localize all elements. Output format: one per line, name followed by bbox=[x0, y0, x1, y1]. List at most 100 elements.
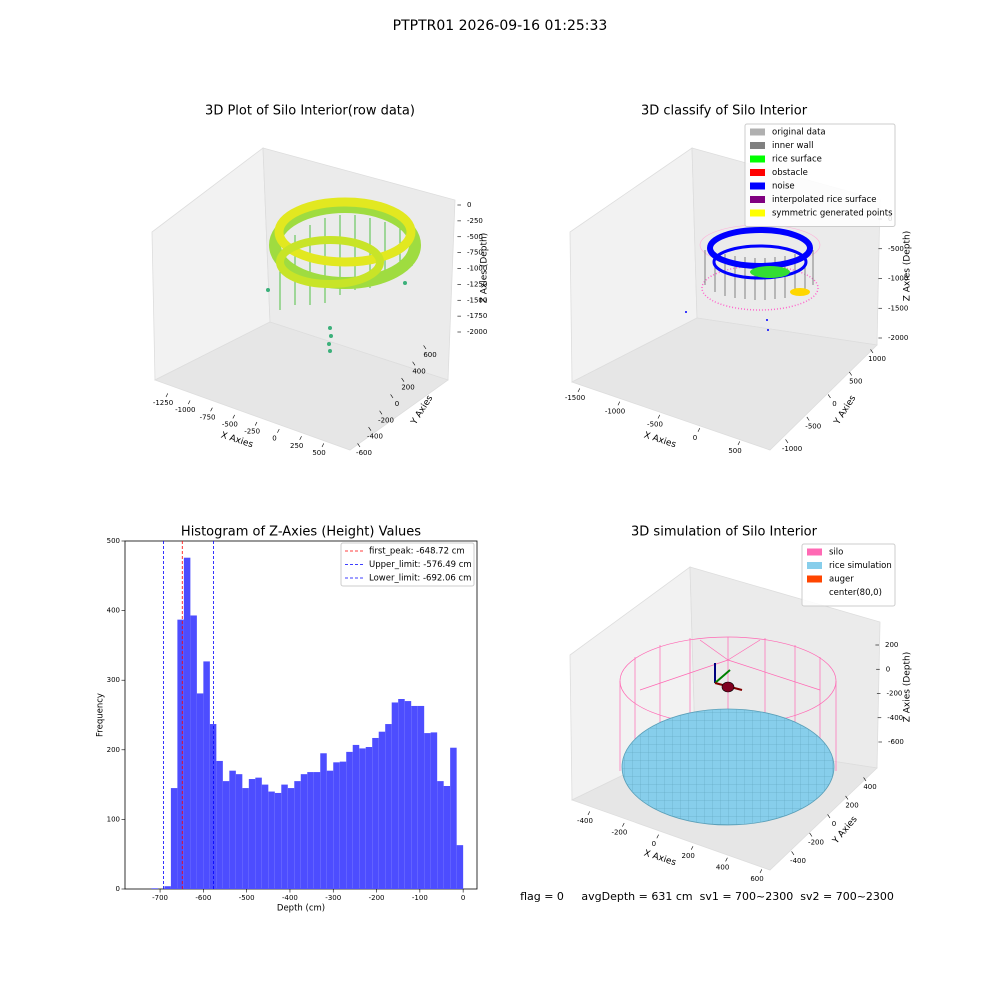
legend-swatch bbox=[750, 182, 765, 190]
y-tick bbox=[827, 394, 831, 399]
x-tick bbox=[737, 441, 741, 446]
y-tick-label: 400 bbox=[107, 607, 120, 615]
bar bbox=[183, 557, 191, 889]
y-tick bbox=[863, 777, 867, 782]
y-tick-label: -600 bbox=[356, 449, 372, 457]
bar bbox=[274, 792, 282, 889]
y-tick-label: 200 bbox=[401, 384, 414, 392]
x-tick bbox=[254, 421, 258, 426]
x-tick bbox=[697, 428, 701, 432]
bar bbox=[313, 772, 321, 889]
axis-label: X Axies bbox=[642, 849, 677, 869]
legend-swatch bbox=[807, 575, 822, 583]
bar bbox=[307, 772, 314, 889]
y-tick bbox=[368, 426, 372, 431]
x-tick bbox=[232, 414, 235, 419]
x-tick bbox=[299, 436, 302, 440]
bar bbox=[430, 732, 438, 889]
y-tick-label: -500 bbox=[805, 423, 821, 431]
legend-label: Upper_limit: -576.49 cm bbox=[369, 560, 472, 570]
y-tick-label: 0 bbox=[116, 885, 120, 893]
y-tick-label: 200 bbox=[107, 746, 120, 754]
legend-box bbox=[744, 123, 896, 227]
bar bbox=[346, 751, 353, 889]
bar bbox=[235, 774, 243, 889]
y-tick bbox=[870, 349, 874, 354]
x-tick-label: 200 bbox=[682, 852, 695, 860]
x-tick bbox=[188, 400, 191, 405]
z-tick-label: -1750 bbox=[467, 312, 487, 320]
bar bbox=[164, 886, 171, 889]
y-tick-label: 200 bbox=[845, 802, 858, 810]
x-tick bbox=[165, 393, 169, 398]
y-tick bbox=[379, 410, 383, 415]
y-axis-label: Frequency bbox=[96, 693, 106, 737]
bar bbox=[411, 705, 418, 889]
z-tick-label: -2000 bbox=[888, 334, 908, 342]
y-tick bbox=[401, 377, 405, 382]
bar bbox=[333, 762, 340, 889]
x-tick bbox=[577, 388, 581, 393]
point-cloud-1 bbox=[266, 197, 421, 353]
z-tick-label: 0 bbox=[886, 665, 890, 673]
x-tick-label: -1250 bbox=[153, 399, 173, 407]
bar bbox=[372, 737, 379, 889]
x-tick-label: -500 bbox=[239, 894, 255, 902]
bar bbox=[261, 784, 269, 889]
y-tick bbox=[390, 394, 394, 399]
legend-label: obstacle bbox=[772, 168, 808, 178]
x-tick-label: -400 bbox=[282, 894, 298, 902]
legend-box bbox=[801, 543, 896, 607]
bar bbox=[287, 788, 295, 889]
bar bbox=[268, 791, 275, 889]
y-tick-label: 500 bbox=[107, 537, 120, 545]
y-tick bbox=[849, 371, 852, 376]
z-tick-label: -600 bbox=[888, 738, 904, 746]
legend-box bbox=[340, 542, 475, 587]
x-tick-label: 0 bbox=[272, 435, 276, 443]
x-tick bbox=[759, 869, 763, 874]
bar bbox=[443, 785, 451, 889]
x-tick bbox=[690, 846, 694, 850]
bar bbox=[404, 701, 412, 889]
x-tick-label: -400 bbox=[577, 817, 593, 825]
y-tick-label: -200 bbox=[808, 839, 824, 847]
legend-label: center(80,0) bbox=[829, 588, 882, 598]
x-tick-label: 500 bbox=[728, 447, 741, 455]
point-cloud-2 bbox=[685, 224, 821, 331]
z-tick-label: 200 bbox=[885, 641, 898, 649]
y-tick-label: -1000 bbox=[782, 445, 802, 453]
x-tick-label: -1000 bbox=[605, 407, 625, 415]
bar bbox=[417, 705, 425, 889]
x-tick bbox=[210, 407, 213, 412]
legend-label: silo bbox=[829, 548, 843, 558]
subplot-title: 3D simulation of Silo Interior bbox=[631, 525, 818, 540]
x-tick-label: -700 bbox=[152, 894, 168, 902]
x-tick bbox=[622, 822, 625, 827]
bar bbox=[398, 698, 405, 889]
legend-label: original data bbox=[772, 128, 826, 138]
legend-label: rice simulation bbox=[829, 561, 892, 571]
bar bbox=[196, 693, 204, 889]
y-tick bbox=[357, 443, 361, 448]
y-tick-label: 0 bbox=[832, 820, 836, 828]
z-tick-label: -1000 bbox=[467, 265, 487, 273]
y-tick-label: 400 bbox=[863, 783, 876, 791]
bar bbox=[326, 770, 334, 889]
y-tick-label: 600 bbox=[423, 351, 436, 359]
bar bbox=[339, 761, 347, 889]
legend-swatch bbox=[750, 155, 765, 163]
y-tick bbox=[423, 345, 427, 350]
bar bbox=[385, 724, 392, 889]
y-tick-label: 500 bbox=[849, 378, 862, 386]
bar bbox=[456, 845, 464, 889]
status-footer: flag = 0 avgDepth = 631 cm sv1 = 700~230… bbox=[520, 890, 894, 903]
x-tick-label: 0 bbox=[461, 894, 465, 902]
axis-label: Z Axies (Depth) bbox=[903, 231, 913, 302]
bar bbox=[437, 781, 444, 889]
legend-swatch bbox=[807, 548, 822, 556]
legend-label: first_peak: -648.72 cm bbox=[369, 547, 465, 557]
bar bbox=[242, 788, 249, 889]
axis-label: X Axies bbox=[642, 431, 677, 451]
